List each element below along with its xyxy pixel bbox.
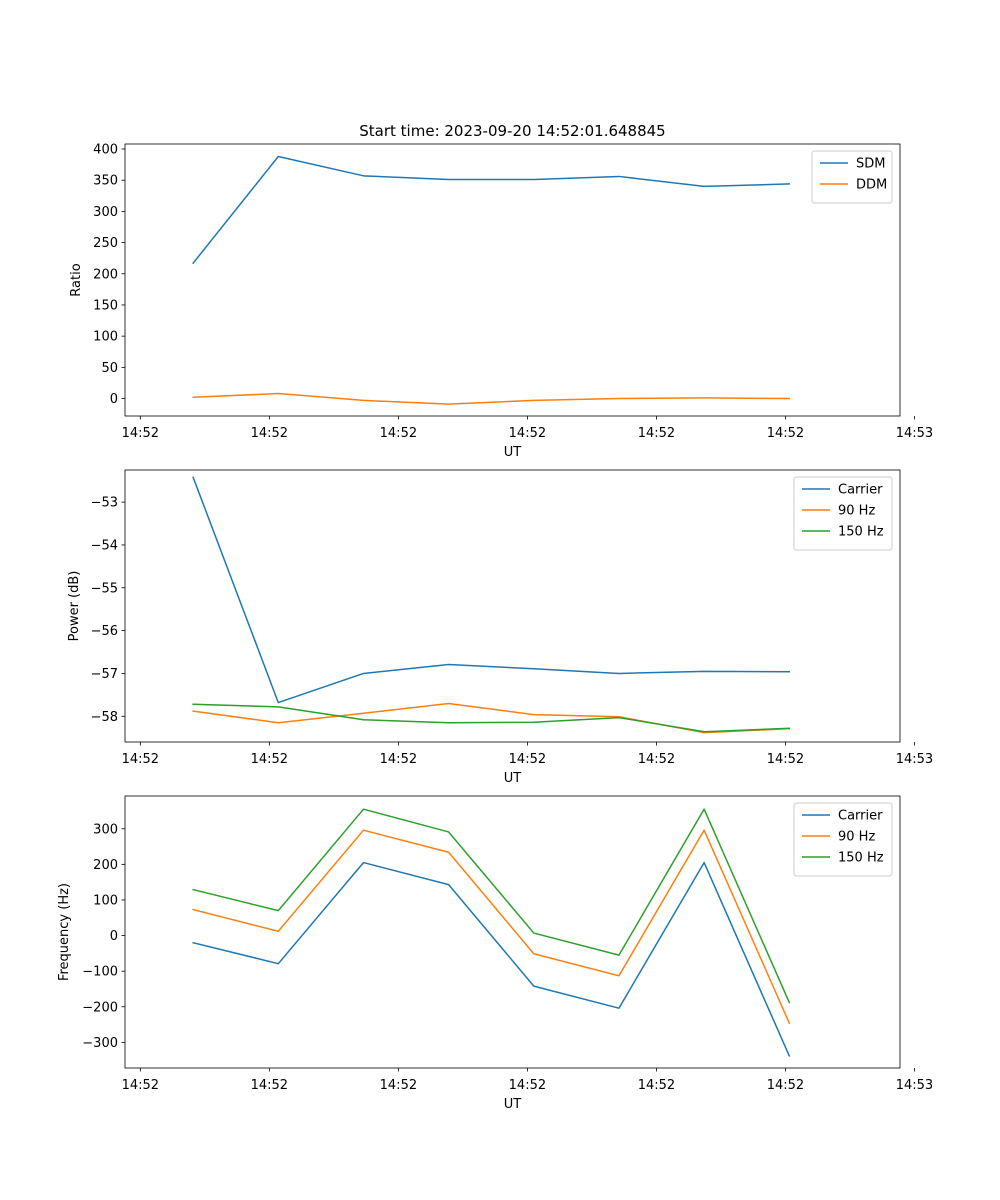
series-line-carrier: [192, 476, 791, 704]
x-tick-label: 14:52: [380, 1078, 417, 1093]
y-tick-label: −54: [91, 538, 118, 553]
y-tick-label: 0: [110, 392, 118, 407]
y-tick-label: 100: [93, 893, 118, 908]
x-tick-label: 14:52: [380, 426, 417, 441]
x-axis-label: UT: [504, 771, 522, 786]
x-axis-label: UT: [504, 1097, 522, 1112]
x-tick-label: 14:53: [896, 752, 933, 767]
chart-title: Start time: 2023-09-20 14:52:01.648845: [359, 122, 665, 140]
legend-frame: [811, 150, 893, 204]
series-line-ddm: [192, 392, 791, 405]
y-axis-label: Ratio: [69, 263, 84, 296]
series-line-sdm: [192, 155, 791, 265]
y-tick-label: 300: [93, 822, 118, 837]
legend-entry-carrier: Carrier: [838, 483, 883, 498]
x-tick-label: 14:52: [767, 426, 804, 441]
x-tick-label: 14:52: [122, 426, 159, 441]
x-tick-label: 14:52: [251, 752, 288, 767]
axes-frame: [124, 469, 901, 743]
x-tick-label: 14:53: [896, 426, 933, 441]
chart-panel-1: 0 50 100 150 200 250 300 350 400 14:52 14:52 14:52 1…: [69, 122, 933, 460]
series-line-150-hz: [192, 808, 791, 1004]
y-tick-label: 100: [93, 330, 118, 345]
y-axis-label: Frequency (Hz): [57, 883, 72, 981]
series-line-carrier: [192, 861, 791, 1057]
y-tick-label: −300: [82, 1036, 118, 1051]
legend: Carrier 90 Hz 150 Hz: [793, 476, 893, 551]
x-tick-label: 14:52: [638, 752, 675, 767]
legend: SDM DDM: [811, 150, 893, 204]
y-tick-label: 300: [93, 205, 118, 220]
y-tick-label: −200: [82, 1000, 118, 1015]
y-tick-label: 400: [93, 142, 118, 157]
y-tick-label: 200: [93, 858, 118, 873]
series-line-90-hz: [192, 829, 791, 1025]
x-tick-label: 14:52: [122, 752, 159, 767]
x-tick-label: 14:52: [380, 752, 417, 767]
x-tick-label: 14:52: [638, 426, 675, 441]
legend-entry-150-hz: 150 Hz: [838, 525, 884, 540]
x-tick-label: 14:52: [509, 1078, 546, 1093]
y-tick-label: −56: [91, 624, 118, 639]
chart-panel-2: −58 −57 −56 −55 −54 −53 14:52 14:52 14:52 14:52 14…: [67, 469, 933, 786]
chart-panel-3: −300 −200 −100 0 100 200 300 14:52 14:52 14:52 14:…: [57, 795, 933, 1112]
series-line-150-hz: [192, 703, 791, 733]
y-tick-label: −100: [82, 965, 118, 980]
legend-entry-150-hz: 150 Hz: [838, 851, 884, 866]
x-tick-label: 14:52: [251, 426, 288, 441]
legend-entry-90-hz: 90 Hz: [838, 830, 875, 845]
y-tick-label: −58: [91, 710, 118, 725]
x-tick-label: 14:52: [251, 1078, 288, 1093]
y-tick-label: 150: [93, 298, 118, 313]
legend-entry-carrier: Carrier: [838, 809, 883, 824]
y-tick-label: −57: [91, 667, 118, 682]
y-tick-label: 50: [101, 361, 118, 376]
axes-frame: [124, 143, 901, 417]
axes-frame: [124, 795, 901, 1069]
x-tick-label: 14:52: [767, 752, 804, 767]
x-tick-label: 14:52: [638, 1078, 675, 1093]
y-tick-label: 0: [110, 929, 118, 944]
x-tick-label: 14:52: [122, 1078, 159, 1093]
y-tick-label: 200: [93, 267, 118, 282]
x-tick-label: 14:52: [509, 426, 546, 441]
x-tick-label: 14:52: [509, 752, 546, 767]
x-tick-label: 14:52: [767, 1078, 804, 1093]
y-tick-label: 350: [93, 174, 118, 189]
y-tick-label: 250: [93, 236, 118, 251]
x-axis-label: UT: [504, 445, 522, 460]
x-tick-label: 14:53: [896, 1078, 933, 1093]
legend-entry-ddm: DDM: [856, 178, 887, 193]
y-tick-label: −55: [91, 581, 118, 596]
legend-entry-sdm: SDM: [856, 157, 885, 172]
legend-entry-90-hz: 90 Hz: [838, 504, 875, 519]
y-axis-label: Power (dB): [67, 571, 82, 642]
y-tick-label: −53: [91, 496, 118, 511]
legend: Carrier 90 Hz 150 Hz: [793, 802, 893, 877]
